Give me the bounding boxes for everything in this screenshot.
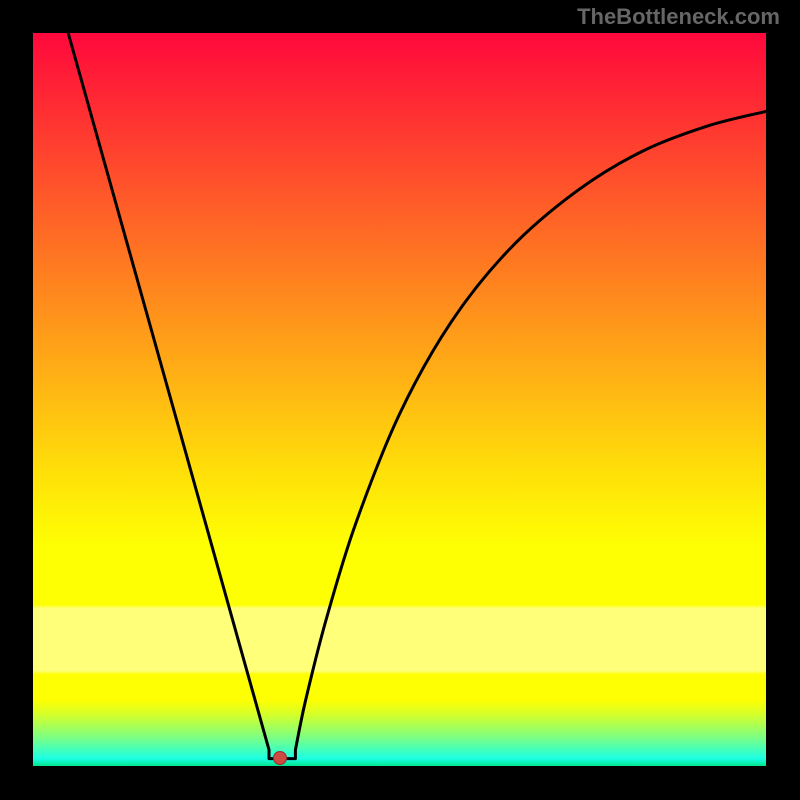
watermark-text: TheBottleneck.com bbox=[577, 4, 780, 30]
bottleneck-curve bbox=[68, 33, 766, 759]
chart-plot-area bbox=[33, 33, 766, 766]
chart-background bbox=[33, 33, 766, 766]
chart-svg bbox=[33, 33, 766, 766]
optimum-marker bbox=[273, 751, 287, 765]
